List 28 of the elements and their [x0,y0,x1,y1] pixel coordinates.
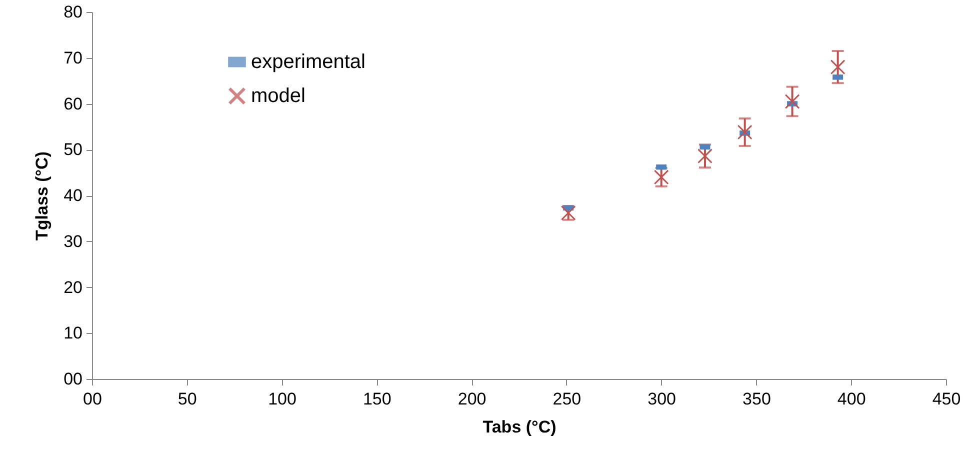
y-tick-label: 50 [64,140,82,160]
x-tick-label: 150 [362,390,392,408]
x-tick-label: 00 [83,390,102,408]
x-tick-label: 450 [932,390,961,408]
x-tick-label: 400 [837,390,866,408]
x-tick-label: 200 [458,390,486,408]
legend-label: experimental [251,51,366,73]
point [784,94,800,109]
x-tick-label: 350 [742,390,771,408]
x-tick-label: 300 [648,390,676,408]
y-tick-label: 70 [64,48,82,68]
y-tick-label: 80 [64,2,82,22]
legend-label: model [251,85,306,107]
y-tick-label: 10 [64,324,82,343]
y-tick-label: 60 [64,94,82,114]
x-tick-label: 100 [268,390,296,408]
y-tick-label: 20 [64,278,82,297]
point [830,60,846,75]
y-tick-label: 30 [64,232,82,251]
x-axis-title: Tabs (°C) [482,418,556,436]
y-tick-label: 00 [64,370,82,388]
x-tick-label: 50 [178,390,197,408]
y-tick-label: 40 [64,186,82,205]
point [654,170,669,185]
point [698,148,712,164]
y-axis-title: Tglass (°C) [32,152,52,240]
point [737,124,752,140]
x-tick-label: 250 [552,390,582,408]
